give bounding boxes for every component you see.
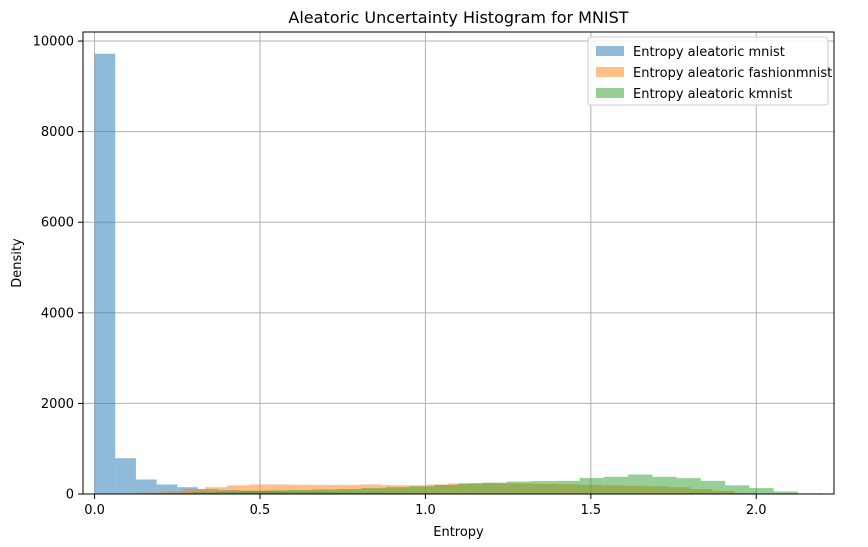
histogram-bar xyxy=(288,489,313,494)
histogram-bar xyxy=(204,487,227,494)
y-tick-label: 0 xyxy=(66,488,74,503)
histogram-bar xyxy=(337,489,362,494)
y-tick-label: 4000 xyxy=(41,306,74,321)
legend-swatch xyxy=(596,67,624,77)
x-axis-label: Entropy xyxy=(433,525,484,540)
histogram-bar xyxy=(293,484,316,494)
x-tick-label: 2.0 xyxy=(746,503,767,518)
legend-label: Entropy aleatoric mnist xyxy=(633,45,785,60)
histogram-bar xyxy=(312,489,338,494)
histogram-bar xyxy=(94,53,116,494)
histogram-bar xyxy=(531,481,556,494)
histogram-bar xyxy=(385,487,410,494)
chart-title: Aleatoric Uncertainty Histogram for MNIS… xyxy=(288,8,628,27)
x-tick-label: 0.5 xyxy=(250,503,271,518)
x-tick-label: 0.0 xyxy=(84,503,105,518)
histogram-bar xyxy=(191,492,216,494)
histogram-bar xyxy=(652,476,677,494)
histogram-bar xyxy=(409,486,435,494)
x-tick-label: 1.5 xyxy=(580,503,601,518)
y-tick-label: 2000 xyxy=(41,397,74,412)
series-3-bars xyxy=(118,474,823,494)
legend-box xyxy=(587,36,829,106)
plot-frame xyxy=(82,31,835,495)
histogram-bar xyxy=(749,488,774,494)
histogram-bars xyxy=(94,53,823,494)
plot-area xyxy=(83,32,834,494)
histogram-bar xyxy=(579,477,604,494)
histogram-bar xyxy=(628,474,653,494)
histogram-bar xyxy=(555,480,580,494)
y-tick-label: 6000 xyxy=(41,216,74,231)
histogram-bar xyxy=(249,484,272,494)
legend-swatch xyxy=(596,46,624,56)
histogram-bar xyxy=(603,476,629,494)
histogram-bar xyxy=(115,458,136,494)
histogram-bar xyxy=(676,478,701,494)
histogram-bar xyxy=(434,484,459,494)
histogram-bar xyxy=(160,491,183,494)
histogram-bar xyxy=(215,491,241,494)
histogram-bar xyxy=(773,491,798,494)
legend-label: Entropy aleatoric fashionmnist xyxy=(633,66,832,81)
histogram-bar xyxy=(135,479,157,494)
histogram-bar xyxy=(506,481,532,494)
legend-swatch xyxy=(596,88,624,98)
y-tick-label: 10000 xyxy=(33,35,74,50)
x-axis-ticks: 0.0 0.5 1.0 1.5 2.0 xyxy=(84,494,767,518)
histogram-bar xyxy=(271,484,294,494)
x-tick-label: 1.0 xyxy=(415,503,436,518)
histogram-bar xyxy=(264,490,289,494)
histogram-bar xyxy=(240,490,265,494)
histogram-bar xyxy=(156,484,178,494)
legend: Entropy aleatoric mnist Entropy aleatoric… xyxy=(587,36,832,106)
y-tick-label: 8000 xyxy=(41,125,74,140)
histogram-bar xyxy=(182,489,205,494)
histogram-bar xyxy=(361,488,386,494)
histogram-bar xyxy=(725,485,750,494)
histogram-bar xyxy=(167,492,192,494)
histogram-bar xyxy=(482,482,507,494)
histogram-bar xyxy=(226,485,250,494)
legend-label: Entropy aleatoric kmnist xyxy=(633,87,792,102)
y-axis-label: Density xyxy=(10,238,25,288)
histogram-bar xyxy=(458,483,483,494)
y-axis-ticks: 0 2000 4000 6000 8000 10000 xyxy=(33,35,83,503)
histogram-bar xyxy=(700,480,726,494)
